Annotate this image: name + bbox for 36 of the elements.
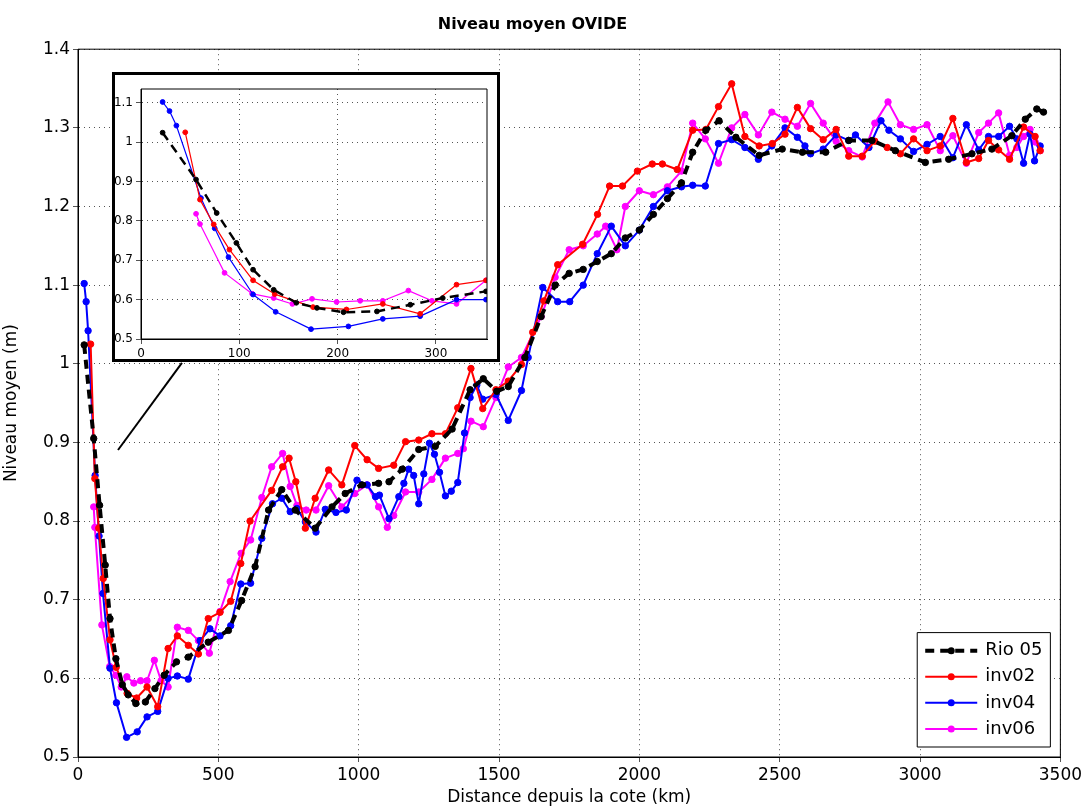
x-tick-label: 0 [72, 763, 84, 784]
y-axis-title: Niveau moyen (m) [0, 324, 20, 483]
y-tick-label: 0.8 [42, 509, 70, 530]
y-tick-label: 0.8 [113, 213, 133, 228]
x-tick-label: 2500 [758, 763, 802, 784]
x-tick-label: 3500 [1038, 763, 1082, 784]
x-tick-label: 0 [137, 346, 145, 361]
y-tick-label: 0.5 [113, 331, 133, 346]
y-tick-label: 1 [59, 352, 70, 373]
x-tick-label: 300 [424, 346, 448, 361]
legend-label: Rio 05 [985, 638, 1043, 660]
x-tick-label: 1500 [477, 763, 521, 784]
y-tick-label: 1.2 [42, 194, 70, 215]
x-axis-title: Distance depuis la cote (km) [447, 786, 692, 807]
legend-label: inv06 [985, 716, 1036, 738]
y-tick-label: 1.1 [113, 94, 133, 109]
y-tick-label: 0.6 [42, 666, 70, 687]
y-tick-label: 0.7 [42, 588, 70, 609]
legend-label: inv02 [985, 664, 1036, 686]
y-tick-label: 0.9 [113, 173, 133, 188]
y-tick-label: 0.5 [42, 745, 70, 766]
y-tick-label: 1.4 [42, 37, 70, 58]
y-tick-label: 0.9 [42, 430, 70, 451]
y-tick-label: 1.1 [42, 273, 70, 294]
x-tick-label: 3000 [898, 763, 942, 784]
x-tick-label: 200 [326, 346, 350, 361]
x-tick-label: 1000 [337, 763, 381, 784]
y-tick-label: 0.6 [113, 291, 133, 306]
y-tick-label: 1 [125, 134, 133, 149]
y-tick-label: 1.3 [42, 116, 70, 137]
x-tick-label: 500 [202, 763, 235, 784]
x-tick-label: 2000 [617, 763, 661, 784]
x-tick-label: 100 [227, 346, 251, 361]
y-tick-label: 0.7 [113, 252, 133, 267]
chart-title: Niveau moyen OVIDE [437, 13, 628, 33]
legend-label: inv04 [985, 690, 1036, 712]
